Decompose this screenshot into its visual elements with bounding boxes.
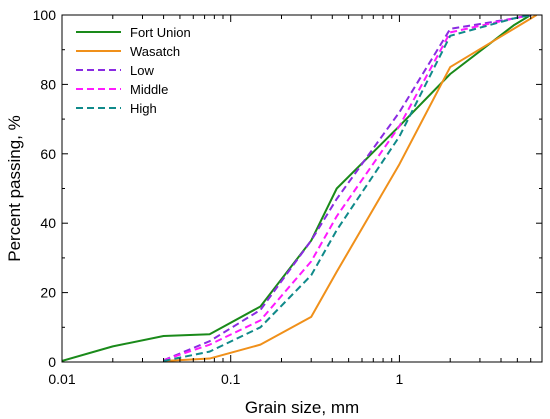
legend-label-high: High (130, 101, 157, 116)
series-line-low (163, 15, 531, 362)
series-line-wasatch (163, 15, 538, 362)
y-tick-label: 100 (33, 7, 57, 23)
series-line-high (163, 15, 531, 362)
series-line-middle (163, 15, 531, 362)
legend-label-middle: Middle (130, 82, 168, 97)
y-tick-label: 40 (40, 215, 56, 231)
axes: 0 20 40 60 80 100 0.01 0.1 1 (33, 7, 543, 387)
legend-label-wasatch: Wasatch (130, 44, 180, 59)
y-tick-label: 20 (40, 285, 56, 301)
series-line-fort-union (62, 15, 532, 362)
x-tick-label: 0.01 (48, 371, 75, 387)
x-axis-title: Grain size, mm (245, 398, 359, 417)
y-axis-title: Percent passing, % (5, 115, 24, 261)
y-tick-label: 0 (48, 354, 56, 370)
legend-label-fort-union: Fort Union (130, 25, 191, 40)
legend-label-low: Low (130, 63, 154, 78)
y-tick-label: 80 (40, 76, 56, 92)
legend: Fort Union Wasatch Low Middle High (76, 25, 191, 116)
plot-area (62, 15, 538, 362)
y-tick-label: 60 (40, 146, 56, 162)
x-tick-label: 1 (396, 371, 404, 387)
x-tick-label: 0.1 (221, 371, 241, 387)
